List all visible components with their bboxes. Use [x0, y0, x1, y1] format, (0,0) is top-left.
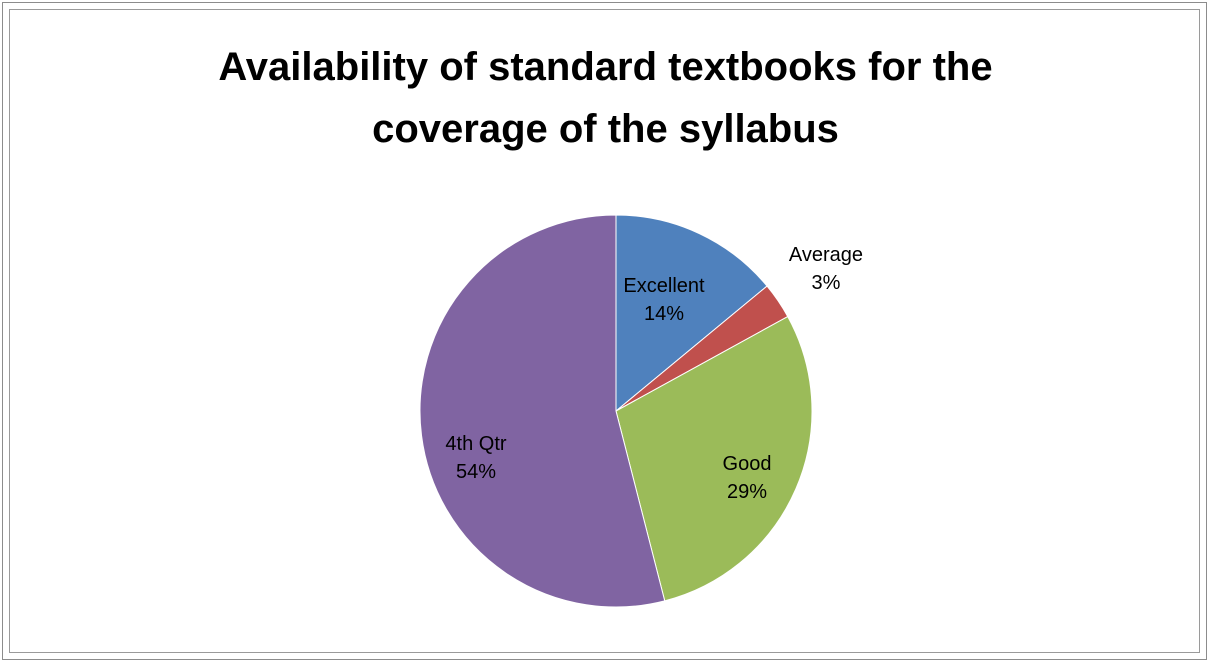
slice-category-label: Excellent [623, 275, 705, 297]
chart-title-line-1: Availability of standard textbooks for t… [218, 45, 993, 89]
slice-category-label: 4th Qtr [445, 433, 506, 455]
slice-category-label: Average [789, 244, 863, 266]
pie-labels: Excellent 14% Average 3% Good 29% 4th Qtr 54% [445, 244, 863, 503]
pie-slices [419, 214, 813, 608]
slice-percent-label: 3% [812, 272, 841, 294]
slice-percent-label: 14% [644, 303, 684, 325]
slice-category-label: Good [723, 453, 772, 475]
pie-slice-excellent [615, 214, 768, 413]
chart-inner-border [9, 9, 1200, 653]
chart-title: Availability of standard textbooks for t… [0, 36, 1211, 160]
pie-slice-4th-qtr [419, 214, 666, 608]
slice-percent-label: 54% [456, 461, 496, 483]
slice-percent-label: 29% [727, 481, 767, 503]
pie-slice-good [615, 315, 813, 602]
chart-title-line-2: coverage of the syllabus [372, 107, 839, 151]
